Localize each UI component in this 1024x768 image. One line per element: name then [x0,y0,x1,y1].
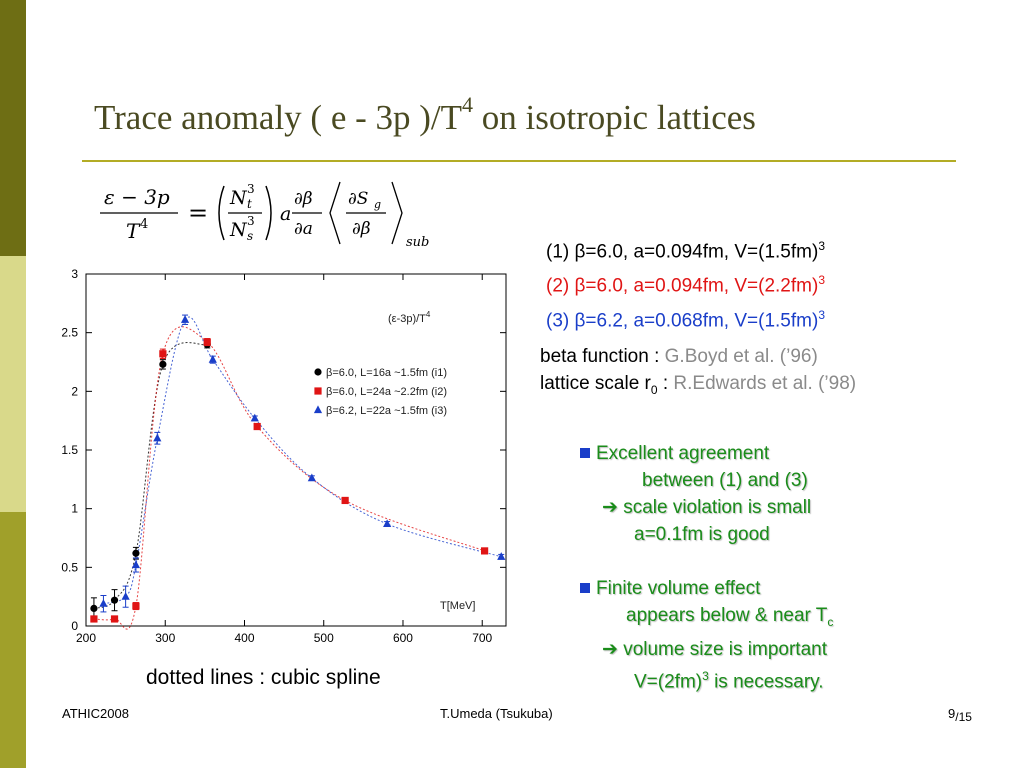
data-point-series-3 [99,599,108,607]
legend-marker-1 [314,368,322,376]
beta-function-ref: beta function : G.Boyd et al. (’96) [540,346,818,367]
page-total: /15 [955,710,972,724]
bullet-scale-violation: Excellent agreement between (1) and (3) … [580,440,811,548]
svg-text:∂S: ∂S [348,189,368,209]
svg-text:4: 4 [140,217,148,232]
y-tick-label: 3 [71,267,78,281]
legend-label-1: β=6.0, L=16a ~1.5fm (i1) [326,367,447,379]
data-point-series-3 [497,552,506,560]
legend-marker-2 [314,387,322,395]
param-line-2: (2) β=6.0, a=0.094fm, V=(2.2fm)3 [546,273,825,297]
page-number: 9 [948,706,956,721]
spline-curve-3 [103,316,502,605]
x-tick-label: 600 [393,631,413,644]
bullet-finite-volume: Finite volume effect appears below & nea… [580,575,833,695]
legend: β=6.0, L=16a ~1.5fm (i1) β=6.0, L=24a ~2.… [313,367,447,417]
legend-marker-3 [313,405,323,414]
plot-frame [85,273,507,627]
svg-text:∂a: ∂a [294,219,313,239]
x-tick-label: 400 [234,631,254,644]
x-axis-label: T[MeV] [440,600,475,612]
data-point-series-2 [341,496,349,505]
legend-label-3: β=6.2, L=22a ~1.5fm (i3) [326,405,447,417]
svg-text:N: N [229,219,248,241]
data-point-series-3 [121,592,130,600]
y-tick-label: 2.5 [61,326,78,340]
data-point-series-2 [110,615,119,623]
data-point-series-2 [253,422,261,431]
svg-text:T: T [126,219,141,243]
data-point-series-1 [110,596,119,604]
svg-text:3: 3 [247,182,255,196]
param-line-1: (1) β=6.0, a=0.094fm, V=(1.5fm)3 [546,239,825,263]
svg-text:a: a [280,203,291,225]
data-point-series-2 [90,615,98,623]
svg-text:∂β: ∂β [294,189,313,209]
references: beta function : G.Boyd et al. (’96) latt… [540,343,856,404]
x-tick-label: 300 [155,631,175,644]
bullet-square-icon [580,448,590,458]
svg-text:g: g [374,198,381,211]
svg-text:=: = [188,199,208,227]
footer-center: T.Umeda (Tsukuba) [440,706,553,721]
legend-label-2: β=6.0, L=24a ~2.2fm (i2) [326,386,447,398]
bullet-square-icon [580,583,590,593]
title-rule [82,160,956,162]
svg-text:t: t [247,197,252,211]
svg-text:sub: sub [406,235,429,250]
y-tick-label: 2 [71,384,78,398]
svg-text:∂β: ∂β [352,219,371,239]
chart-caption: dotted lines : cubic spline [146,666,381,689]
y-tick-label: 0 [71,619,78,633]
x-tick-label: 500 [314,631,334,644]
left-bar-mid [0,512,26,768]
svg-text:N: N [229,187,248,209]
trace-anomaly-chart: 200 300 400 500 600 700 0 0.5 1 1.5 2 2.5 3 (ε-3p)/T… [61,267,507,644]
lattice-scale-ref: lattice scale r0 : R.Edwards et al. (’98… [540,373,857,397]
footer-left: ATHIC2008 [62,706,129,721]
inset-label: (ε-3p)/T4 [388,310,431,325]
x-tick-label: 200 [76,631,96,644]
data-point-series-3 [153,433,162,442]
y-tick-label: 1.5 [61,443,78,457]
left-bar-dark [0,0,26,256]
data-point-series-1 [132,549,140,557]
svg-text:s: s [247,229,253,243]
data-point-series-2 [159,350,167,358]
data-point-series-1 [159,360,167,368]
svg-text:3: 3 [247,214,255,228]
svg-text:ε − 3p: ε − 3p [104,185,170,209]
data-point-series-3 [131,560,141,569]
data-point-series-2 [132,602,140,610]
data-point-series-2 [203,338,211,346]
slide-title: Trace anomaly ( e - 3p )/T4 on isotropic… [94,92,756,138]
left-bar-light [0,256,26,512]
data-point-series-3 [180,315,190,323]
data-point-series-3 [208,355,217,363]
x-tick-label: 700 [472,631,492,644]
param-line-3: (3) β=6.2, a=0.068fm, V=(1.5fm)3 [546,307,825,331]
parameter-list: (1) β=6.0, a=0.094fm, V=(1.5fm)3 (2) β=6… [546,232,825,335]
footer-page: 9/15 [948,706,972,724]
y-tick-label: 1 [71,502,78,516]
y-tick-label: 0.5 [61,560,78,574]
trace-anomaly-formula: ε − 3p T 4 = N t 3 N s 3 a ∂β ∂a ∂S g ∂β… [100,181,429,250]
data-point-series-3 [250,413,259,422]
data-point-series-2 [481,547,489,555]
data-point-series-3 [307,473,316,482]
spline-curve-2 [93,326,485,630]
data-point-series-3 [383,519,392,528]
data-point-series-1 [90,604,98,612]
